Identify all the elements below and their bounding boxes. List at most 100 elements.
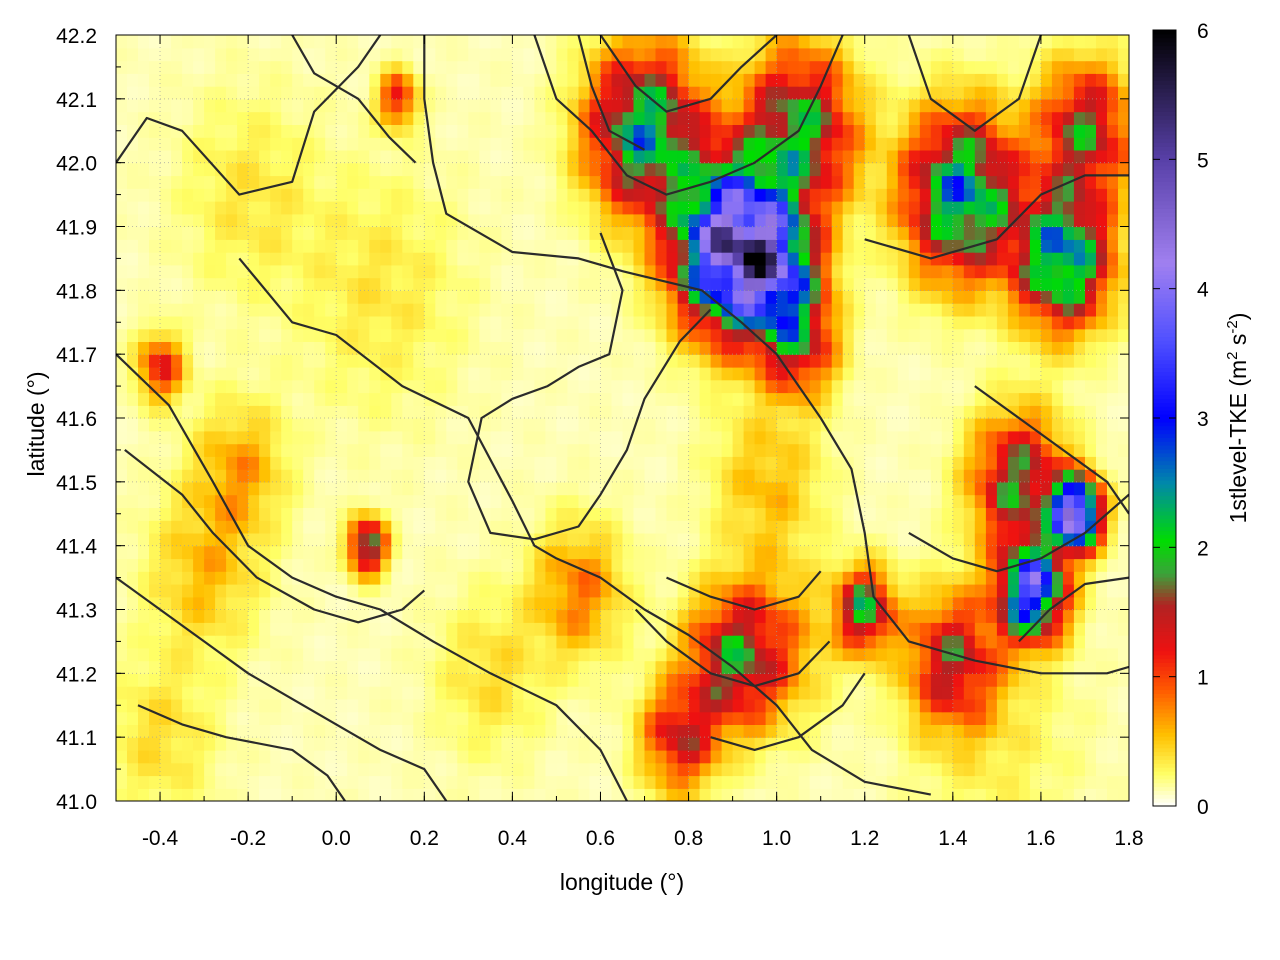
heat-cell xyxy=(875,392,888,406)
heat-cell xyxy=(380,622,392,636)
heat-cell xyxy=(897,609,910,623)
heat-cell xyxy=(490,418,502,432)
heat-cell xyxy=(963,443,976,457)
heat-cell xyxy=(424,98,436,113)
heat-cell xyxy=(886,532,899,547)
heat-cell xyxy=(171,354,183,368)
heat-cell xyxy=(754,558,767,572)
heat-cell xyxy=(138,660,150,674)
heat-cell xyxy=(743,724,756,738)
heat-cell xyxy=(798,622,811,636)
heat-cell xyxy=(655,315,668,330)
heat-cell xyxy=(292,711,304,725)
heat-cell xyxy=(270,788,282,801)
heat-cell xyxy=(413,673,425,687)
heat-cell xyxy=(633,507,646,521)
heat-cell xyxy=(886,277,899,291)
heat-cell xyxy=(831,635,844,649)
heat-cell xyxy=(369,124,381,138)
heat-cell xyxy=(765,711,778,725)
heat-cell xyxy=(413,456,425,470)
heat-cell xyxy=(336,341,348,355)
heat-cell xyxy=(985,532,998,547)
heat-cell xyxy=(413,443,425,457)
heat-cell xyxy=(1096,137,1108,151)
heat-cell xyxy=(545,443,557,457)
heat-cell xyxy=(446,660,458,674)
heat-cell xyxy=(721,456,734,470)
heat-cell xyxy=(1096,788,1108,801)
heat-cell xyxy=(611,596,624,611)
heat-cell xyxy=(237,686,249,700)
heat-cell xyxy=(765,494,778,508)
heat-cell xyxy=(578,213,591,228)
heat-cell xyxy=(1051,545,1064,560)
heat-cell xyxy=(633,264,646,279)
heat-cell xyxy=(787,788,800,801)
heat-cell xyxy=(501,239,513,253)
heat-cell xyxy=(270,328,282,342)
heat-cell xyxy=(457,635,469,649)
heat-cell xyxy=(347,507,359,521)
heat-cell xyxy=(325,788,337,801)
heat-cell xyxy=(413,149,425,164)
heat-cell xyxy=(193,686,205,700)
heat-cell xyxy=(127,124,139,138)
heat-cell xyxy=(644,749,657,764)
heat-cell xyxy=(809,520,822,534)
heat-cell xyxy=(732,418,745,432)
heat-cell xyxy=(721,481,734,496)
heat-cell xyxy=(787,188,800,202)
heat-cell xyxy=(479,749,491,764)
heat-cell xyxy=(259,124,271,138)
heat-cell xyxy=(424,405,436,419)
heat-cell xyxy=(1029,647,1042,662)
heat-cell xyxy=(776,239,789,253)
heat-cell xyxy=(622,430,635,445)
heat-cell xyxy=(116,749,128,764)
heat-cell xyxy=(391,188,403,202)
heat-cell xyxy=(578,315,591,330)
heat-cell xyxy=(314,698,326,713)
heat-cell xyxy=(545,469,557,483)
heat-cell xyxy=(776,418,789,432)
heat-cell xyxy=(611,213,624,228)
heat-cell xyxy=(556,303,568,317)
heat-cell xyxy=(721,673,734,687)
heat-cell xyxy=(754,213,767,228)
heat-cell xyxy=(457,188,469,202)
heat-cell xyxy=(171,558,183,572)
heat-cell xyxy=(237,213,249,228)
heat-cell xyxy=(776,507,789,521)
heat-cell xyxy=(589,226,602,240)
heat-cell xyxy=(633,622,646,636)
heat-cell xyxy=(292,328,304,342)
heat-cell xyxy=(325,226,337,240)
heat-cell xyxy=(468,686,480,700)
heat-cell xyxy=(325,558,337,572)
heat-cell xyxy=(1107,213,1119,228)
heat-cell xyxy=(468,277,480,291)
heat-cell xyxy=(1107,762,1119,777)
heat-cell xyxy=(545,226,557,240)
heat-cell xyxy=(424,711,436,725)
heat-cell xyxy=(556,341,568,355)
heat-cell xyxy=(776,520,789,534)
heat-cell xyxy=(996,405,1009,419)
heat-cell xyxy=(523,545,535,560)
heat-cell xyxy=(1040,175,1053,189)
heat-cell xyxy=(226,303,238,317)
heat-cell xyxy=(699,443,712,457)
heat-cell xyxy=(600,660,613,674)
heat-cell xyxy=(369,724,381,738)
heat-cell xyxy=(457,252,469,266)
heat-cell xyxy=(479,532,491,547)
heat-cell xyxy=(1040,418,1053,432)
heat-cell xyxy=(314,686,326,700)
heat-cell xyxy=(259,201,271,215)
heat-cell xyxy=(677,698,690,713)
heat-cell xyxy=(303,303,315,317)
heat-cell xyxy=(743,137,756,151)
heat-cell xyxy=(644,762,657,777)
heat-cell xyxy=(347,788,359,801)
